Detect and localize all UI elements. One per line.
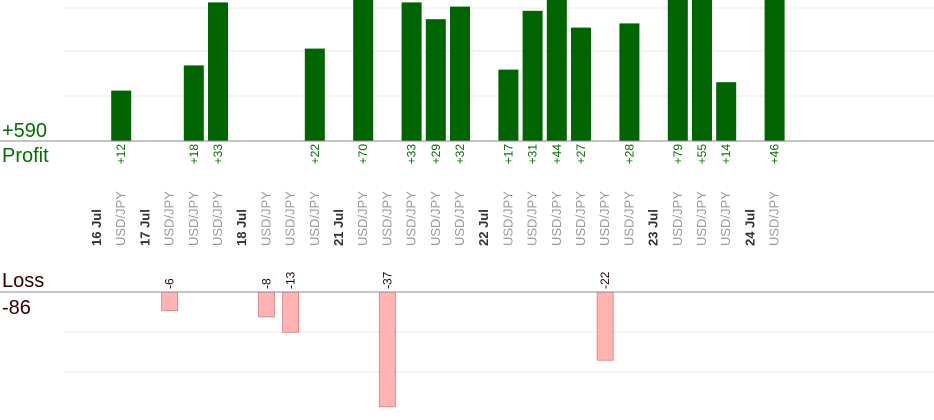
profit-value-label: +12 — [114, 144, 128, 165]
loss-bar — [596, 291, 614, 361]
pair-label: USD/JPY — [718, 191, 733, 246]
pair-label: USD/JPY — [307, 191, 322, 246]
profit-bar — [522, 10, 543, 141]
pair-label: USD/JPY — [428, 191, 443, 246]
date-label: 23 Jul — [646, 209, 661, 246]
pair-label: USD/JPY — [767, 191, 782, 246]
profit-value-label: +22 — [308, 144, 322, 165]
profit-value-label: +55 — [695, 144, 709, 165]
profit-bar — [183, 65, 204, 141]
pair-label: USD/JPY — [694, 191, 709, 246]
pair-label: USD/JPY — [621, 191, 636, 246]
loss-value-label: -37 — [380, 271, 394, 289]
date-label: 16 Jul — [89, 209, 104, 246]
loss-bar — [378, 291, 396, 408]
profit-value-label: +27 — [574, 144, 588, 165]
pair-label: USD/JPY — [670, 191, 685, 246]
pair-label: USD/JPY — [549, 191, 564, 246]
pair-label: USD/JPY — [597, 191, 612, 246]
loss-value-label: -6 — [163, 278, 177, 289]
loss-label: Loss — [2, 270, 44, 292]
loss-bar — [257, 291, 275, 318]
profit-bar — [425, 19, 446, 142]
pair-label: USD/JPY — [573, 191, 588, 246]
profit-bar — [208, 2, 228, 142]
profit-value-label: +32 — [453, 144, 467, 165]
loss-bar — [282, 291, 300, 333]
loss-total: -86 — [2, 297, 31, 319]
profit-bar — [353, 0, 374, 141]
profit-bar — [546, 0, 567, 142]
profit-bar — [692, 0, 712, 141]
pair-label: USD/JPY — [283, 191, 298, 246]
profit-value-label: +70 — [356, 144, 370, 165]
gridlines — [64, 7, 934, 373]
profit-label: Profit — [2, 145, 49, 167]
profit-bar — [619, 23, 640, 141]
profit-value-label: +17 — [501, 144, 515, 165]
pair-label: USD/JPY — [186, 191, 201, 246]
profit-value-label: +44 — [550, 144, 564, 165]
profit-value-label: +79 — [671, 144, 685, 165]
profit-value-label: +28 — [622, 144, 636, 165]
date-label: 18 Jul — [234, 209, 249, 246]
bars — [111, 0, 785, 408]
profit-value-label: +33 — [211, 144, 225, 165]
pair-label: USD/JPY — [452, 191, 467, 246]
pair-label: USD/JPY — [113, 191, 128, 246]
loss-value-label: -8 — [259, 278, 273, 289]
profit-value-label: +33 — [405, 144, 419, 165]
profit-value-label: +46 — [768, 144, 782, 165]
pair-label: USD/JPY — [355, 191, 370, 246]
pair-label: USD/JPY — [258, 191, 273, 246]
profit-bar — [498, 69, 519, 141]
pair-label: USD/JPY — [210, 191, 225, 246]
profit-value-label: +14 — [719, 144, 733, 165]
profit-total: +590 — [2, 120, 47, 142]
loss-value-label: -22 — [598, 271, 612, 289]
profit-bar — [764, 0, 785, 141]
pair-label: USD/JPY — [525, 191, 540, 246]
profit-bar — [111, 90, 132, 141]
pair-label: USD/JPY — [500, 191, 515, 246]
profit-bar — [571, 27, 591, 142]
date-label: 22 Jul — [476, 209, 491, 246]
loss-value-label: -13 — [284, 271, 298, 289]
pair-label: USD/JPY — [404, 191, 419, 246]
profit-bar — [716, 82, 737, 141]
profit-bar — [450, 6, 470, 141]
pair-label: USD/JPY — [379, 191, 394, 246]
profit-value-label: +31 — [526, 144, 540, 165]
profit-value-label: +18 — [187, 144, 201, 165]
date-label: 21 Jul — [331, 209, 346, 246]
loss-bar — [161, 291, 179, 312]
profit-bar — [304, 48, 325, 141]
date-label: 17 Jul — [137, 209, 152, 246]
category-labels: 16 Jul USD/JPY +12 17 Jul USD/JPY -6 USD/JPY +1… — [89, 144, 782, 289]
profit-bar — [401, 2, 422, 142]
date-label: 24 Jul — [742, 209, 757, 246]
pair-label: USD/JPY — [162, 191, 177, 246]
profit-value-label: +29 — [429, 144, 443, 165]
profit-bar — [667, 0, 688, 141]
